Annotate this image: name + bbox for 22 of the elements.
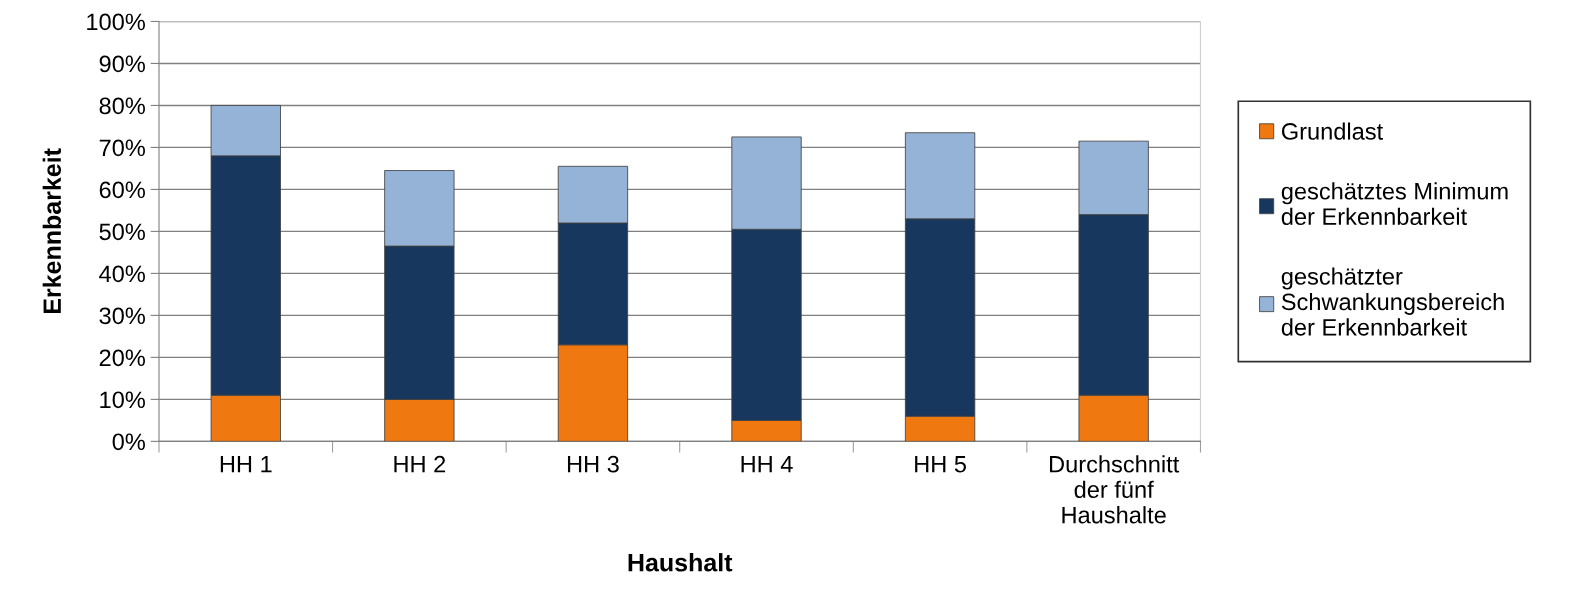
y-tick-label: 20% [99,349,145,367]
legend-label: geschätzter Schwankungsbereich der Erkennbarkeit [1281,267,1504,336]
x-tick-label: HH 3 [567,455,619,473]
legend-label: geschätztes Minimum der Erkennbarkeit [1281,182,1508,226]
y-tick-label: 80% [99,97,145,115]
legend-label: Grundlast [1281,122,1383,140]
y-axis-title: Erkennbarkeit [42,148,62,314]
x-tick-label: HH 1 [220,456,272,473]
y-tick-label: 10% [100,391,145,409]
y-tick-label: 40% [99,265,145,283]
x-tick-label: Durchschnitt der fünf Haushalte [1049,455,1180,524]
y-tick-label: 90% [99,55,145,73]
y-tick-label: 0% [112,433,145,451]
y-tick-label: 50% [99,223,145,241]
x-axis-title: Haushalt [628,553,733,572]
x-tick-label: HH 5 [915,456,966,473]
x-tick-label: HH 4 [741,456,793,473]
y-tick-label: 70% [99,139,145,157]
y-tick-label: 100% [87,13,145,31]
y-tick-label: 30% [99,307,145,325]
y-tick-label: 60% [99,181,145,199]
x-tick-label: HH 2 [394,455,446,473]
